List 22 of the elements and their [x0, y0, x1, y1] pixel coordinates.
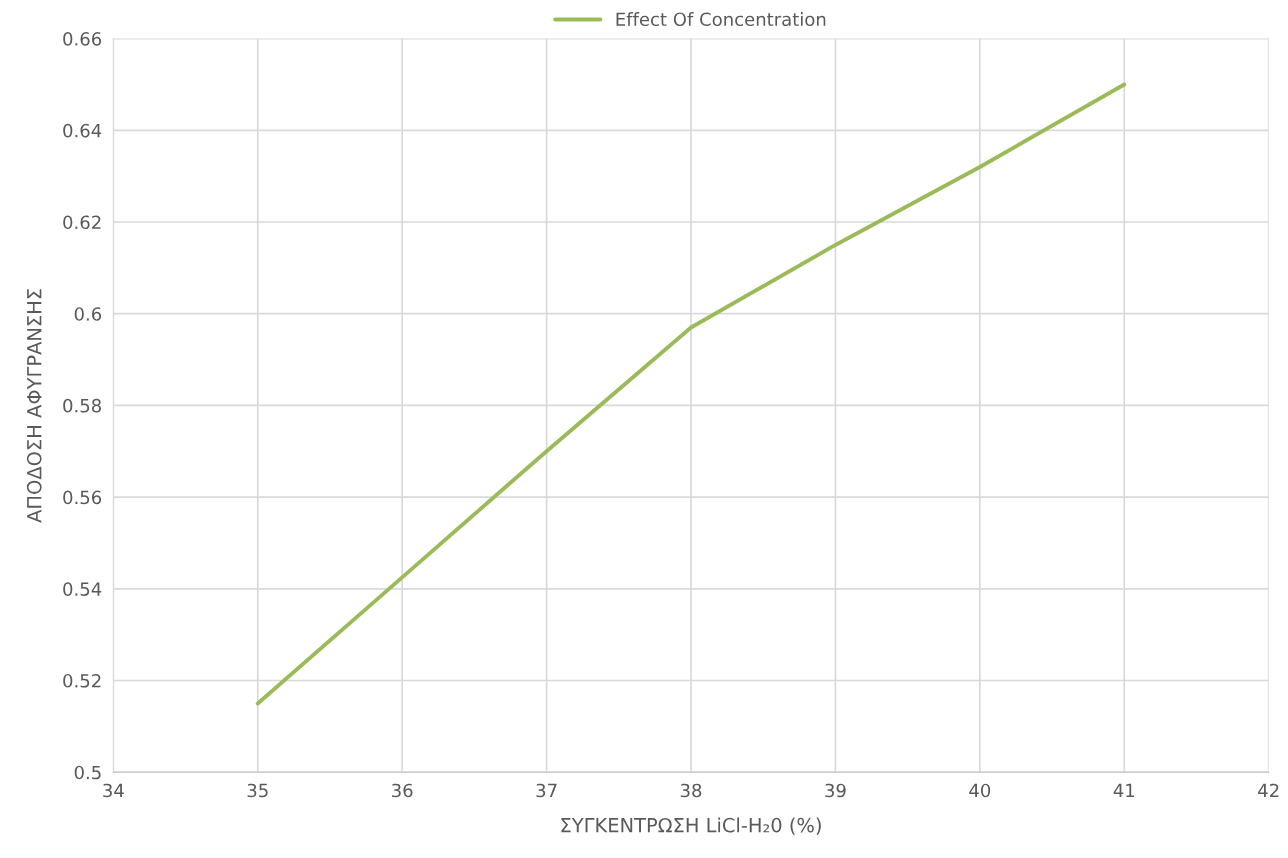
y-tick-label: 0.62 [63, 215, 101, 230]
y-tick-label: 0.5 [74, 765, 101, 780]
legend-label: Effect Of Concentration [616, 12, 826, 27]
y-tick-label: 0.56 [63, 490, 102, 505]
x-tick-label: 35 [247, 783, 268, 798]
y-tick-label: 0.52 [63, 673, 101, 688]
x-tick-label: 39 [825, 783, 846, 798]
x-tick-label: 41 [1113, 783, 1135, 798]
y-tick-label: 0.6 [74, 307, 102, 321]
y-axis-title: ΑΠΟΔΟΣΗ ΑΦΥΓΡΑΝΣΗΣ [26, 289, 42, 523]
x-tick-label: 37 [536, 783, 557, 798]
x-tick-label: 40 [969, 783, 991, 798]
x-tick-label: 38 [680, 783, 702, 798]
x-tick-label: 36 [392, 783, 413, 798]
y-tick-label: 0.64 [63, 123, 102, 138]
line-series [255, 82, 1127, 706]
y-tick-label: 0.66 [63, 32, 102, 46]
y-tick-label: 0.58 [63, 398, 101, 413]
y-tick-label: 0.54 [63, 582, 102, 596]
x-tick-label: 42 [1258, 783, 1279, 798]
x-axis-title: ΣΥΓΚΕΝΤΡΩΣΗ LiCl-H₂0 (%) [561, 817, 821, 835]
x-tick-label: 34 [103, 783, 124, 798]
